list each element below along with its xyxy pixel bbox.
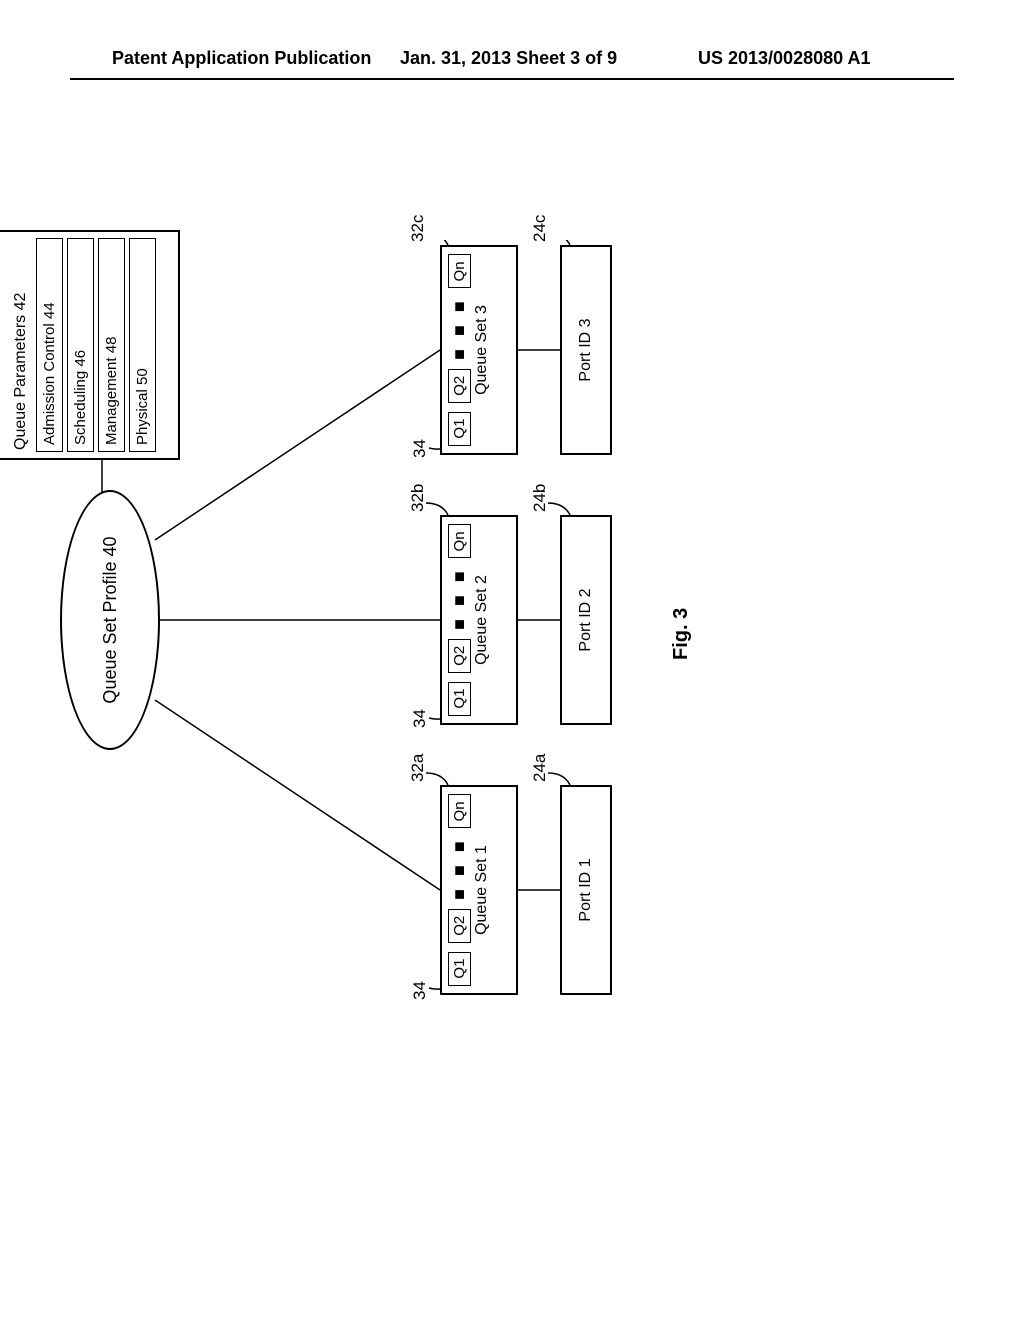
q2: Q2	[448, 639, 471, 673]
q1: Q1	[448, 952, 471, 986]
queue-parameters-box: Queue Parameters 42 Admission Control 44…	[0, 230, 180, 460]
port-2: Port ID 2	[560, 515, 612, 725]
diagram-stage: Queue Set Profile 40 Queue Parameters 42…	[30, 240, 930, 1000]
queue-row: Q1 Q2 ■ ■ ■ Qn	[448, 793, 471, 987]
ref-34-3: 34	[410, 439, 430, 458]
header-right: US 2013/0028080 A1	[698, 48, 870, 69]
queue-set-1: Q1 Q2 ■ ■ ■ Qn Queue Set 1	[440, 785, 518, 995]
qn: Qn	[448, 794, 471, 828]
header-rule	[70, 78, 954, 80]
queue-row: Q1 Q2 ■ ■ ■ Qn	[448, 253, 471, 447]
set-label: Queue Set 3	[473, 305, 491, 395]
profile-label: Queue Set Profile 40	[100, 536, 121, 703]
set-label: Queue Set 2	[473, 575, 491, 665]
q1: Q1	[448, 412, 471, 446]
queue-row: Q1 Q2 ■ ■ ■ Qn	[448, 523, 471, 717]
ref-24a: 24a	[530, 754, 550, 782]
queue-set-3: Q1 Q2 ■ ■ ■ Qn Queue Set 3	[440, 245, 518, 455]
param-scheduling: Scheduling 46	[67, 238, 94, 452]
ref-34-2: 34	[410, 709, 430, 728]
ref-32b: 32b	[408, 484, 428, 512]
port-label: Port ID 2	[577, 588, 595, 651]
param-management: Management 48	[98, 238, 125, 452]
param-admission: Admission Control 44	[36, 238, 63, 452]
qn: Qn	[448, 254, 471, 288]
figure-label: Fig. 3	[670, 608, 693, 660]
ref-32c: 32c	[408, 215, 428, 242]
port-label: Port ID 3	[577, 318, 595, 381]
port-1: Port ID 1	[560, 785, 612, 995]
ref-34-1: 34	[410, 981, 430, 1000]
q1: Q1	[448, 682, 471, 716]
param-title: Queue Parameters 42	[12, 238, 32, 452]
param-physical: Physical 50	[129, 238, 156, 452]
dots-icon: ■ ■ ■	[449, 297, 470, 360]
set-label: Queue Set 1	[473, 845, 491, 935]
port-label: Port ID 1	[577, 858, 595, 921]
ref-24b: 24b	[530, 484, 550, 512]
q2: Q2	[448, 909, 471, 943]
header-center: Jan. 31, 2013 Sheet 3 of 9	[400, 48, 617, 69]
q2: Q2	[448, 369, 471, 403]
dots-icon: ■ ■ ■	[449, 837, 470, 900]
dots-icon: ■ ■ ■	[449, 567, 470, 630]
header-left: Patent Application Publication	[112, 48, 371, 69]
ref-24c: 24c	[530, 215, 550, 242]
port-3: Port ID 3	[560, 245, 612, 455]
ref-32a: 32a	[408, 754, 428, 782]
qn: Qn	[448, 524, 471, 558]
queue-set-profile-ellipse: Queue Set Profile 40	[60, 490, 160, 750]
queue-set-2: Q1 Q2 ■ ■ ■ Qn Queue Set 2	[440, 515, 518, 725]
